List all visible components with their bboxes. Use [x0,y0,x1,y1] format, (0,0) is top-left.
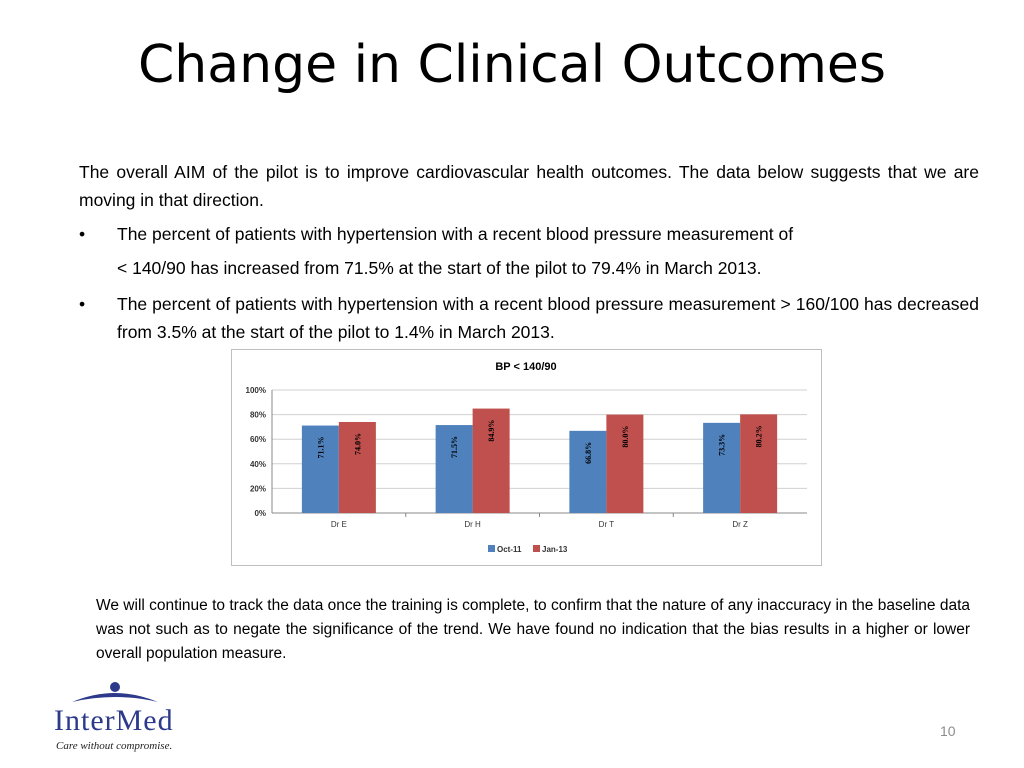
bar-jan-13 [606,414,644,513]
bp-chart: BP < 140/90 0% 20% 40% 60% 80% 100% 71.1% 74.0% D… [231,349,822,566]
bullet-item-bp-under-140: • The percent of patients with hypertens… [79,220,979,282]
y-tick-label: 100% [246,386,266,395]
y-tick-label: 60% [250,435,266,444]
data-label: 71.1% [316,437,325,459]
legend-swatch [488,545,495,552]
data-label: 80.2% [755,425,764,447]
logo-tagline: Care without compromise. [56,740,173,752]
x-category-label: Dr Z [732,520,748,529]
y-tick-label: 40% [250,460,266,469]
bar-jan-13 [472,408,510,513]
legend-swatch [533,545,540,552]
data-label: 84.9% [487,420,496,442]
y-tick-label: 80% [250,411,266,420]
data-label: 71.5% [450,436,459,458]
intermed-logo: InterMed Care without compromise. [52,676,192,756]
bar-jan-13 [740,414,778,513]
bullet-marker: • [79,294,86,314]
logo-name: InterMed [54,704,174,737]
x-category-label: Dr E [331,520,347,529]
bar-oct-11 [435,425,473,513]
bullet-marker: • [79,224,86,244]
bar-oct-11 [703,422,741,513]
logo-figure-icon [72,682,158,702]
x-category-label: Dr H [464,520,481,529]
bar-oct-11 [301,425,339,513]
bullet-text-line2: < 140/90 has increased from 71.5% at the… [117,258,762,278]
bullet-text: The percent of patients with hypertensio… [117,294,979,342]
intro-paragraph: The overall AIM of the pilot is to impro… [79,162,979,210]
legend-label: Oct-11 [497,545,522,554]
data-label: 66.8% [584,442,593,464]
bullet-list: • The percent of patients with hypertens… [79,220,979,346]
bullet-text-line1: The percent of patients with hypertensio… [117,224,794,244]
data-label: 73.3% [718,434,727,456]
data-label: 74.0% [353,433,362,455]
data-label: 80.0% [621,426,630,448]
page-number: 10 [940,723,956,739]
chart-title: BP < 140/90 [495,361,556,373]
bottom-paragraph: We will continue to track the data once … [96,597,970,662]
legend-label: Jan-13 [542,545,568,554]
bar-jan-13 [338,421,376,513]
x-category-label: Dr T [599,520,615,529]
chart-svg: BP < 140/90 0% 20% 40% 60% 80% 100% 71.1% 74.0% D… [246,361,807,554]
slide-title: Change in Clinical Outcomes [137,35,886,95]
y-tick-label: 20% [250,484,266,493]
y-tick-label: 0% [254,509,266,518]
bullet-item-bp-over-160: • The percent of patients with hypertens… [79,290,979,346]
bar-oct-11 [569,430,607,513]
